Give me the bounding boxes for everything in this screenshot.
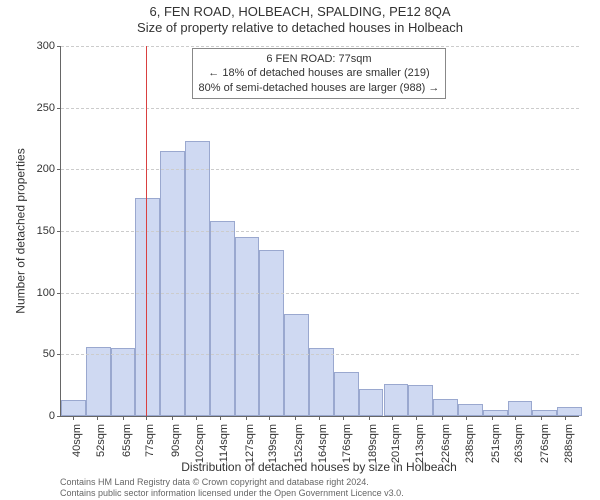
chart-titles: 6, FEN ROAD, HOLBEACH, SPALDING, PE12 8Q…	[0, 4, 600, 37]
x-tick-label: 288sqm	[563, 424, 575, 463]
annotation-line-3: 80% of semi-detached houses are larger (…	[199, 81, 440, 95]
x-tick-label: 164sqm	[317, 424, 329, 463]
x-tick-label: 251sqm	[490, 424, 502, 463]
y-tick-mark	[57, 293, 61, 294]
x-tick-label: 102sqm	[194, 424, 206, 463]
y-gridline	[61, 354, 579, 355]
histogram-bar	[111, 348, 136, 416]
x-tick-mark	[73, 416, 74, 420]
y-gridline	[61, 231, 579, 232]
annotation-line-1: 6 FEN ROAD: 77sqm	[199, 52, 440, 66]
x-tick-mark	[392, 416, 393, 420]
x-tick-label: 263sqm	[513, 424, 525, 463]
histogram-bar	[309, 348, 334, 416]
x-tick-label: 238sqm	[464, 424, 476, 463]
histogram-bar	[334, 372, 359, 416]
credits-line-2: Contains public sector information licen…	[60, 488, 404, 498]
x-tick-mark	[295, 416, 296, 420]
x-tick-label: 77sqm	[144, 424, 156, 457]
y-tick-mark	[57, 108, 61, 109]
x-tick-label: 139sqm	[267, 424, 279, 463]
x-tick-label: 276sqm	[539, 424, 551, 463]
x-tick-label: 114sqm	[218, 424, 230, 462]
histogram-bar	[408, 385, 433, 416]
y-gridline	[61, 46, 579, 47]
histogram-bar	[61, 400, 86, 416]
histogram-bar	[86, 347, 111, 416]
y-tick-mark	[57, 231, 61, 232]
x-tick-label: 127sqm	[244, 424, 256, 463]
x-tick-label: 176sqm	[341, 424, 353, 463]
chart-container: 6, FEN ROAD, HOLBEACH, SPALDING, PE12 8Q…	[0, 0, 600, 500]
x-tick-mark	[343, 416, 344, 420]
histogram-bar	[160, 151, 185, 416]
x-tick-label: 213sqm	[414, 424, 426, 463]
y-tick-mark	[57, 46, 61, 47]
histogram-bar	[384, 384, 409, 416]
x-tick-mark	[442, 416, 443, 420]
x-tick-mark	[492, 416, 493, 420]
y-gridline	[61, 108, 579, 109]
x-tick-mark	[319, 416, 320, 420]
histogram-bar	[284, 314, 309, 416]
x-tick-mark	[146, 416, 147, 420]
x-tick-mark	[123, 416, 124, 420]
x-tick-label: 65sqm	[121, 424, 133, 457]
histogram-bar	[508, 401, 533, 416]
histogram-bar	[483, 410, 508, 416]
x-tick-mark	[541, 416, 542, 420]
chart-title-description: Size of property relative to detached ho…	[0, 20, 600, 36]
y-gridline	[61, 293, 579, 294]
x-tick-label: 40sqm	[71, 424, 83, 457]
histogram-bar	[235, 237, 260, 416]
histogram-bar	[458, 404, 483, 416]
x-tick-mark	[416, 416, 417, 420]
y-gridline	[61, 169, 579, 170]
x-tick-label: 90sqm	[170, 424, 182, 457]
x-tick-mark	[269, 416, 270, 420]
x-tick-label: 152sqm	[293, 424, 305, 463]
chart-title-address: 6, FEN ROAD, HOLBEACH, SPALDING, PE12 8Q…	[0, 4, 600, 20]
y-tick-mark	[57, 169, 61, 170]
credits-line-1: Contains HM Land Registry data © Crown c…	[60, 477, 404, 487]
x-tick-mark	[565, 416, 566, 420]
y-axis-title: Number of detached properties	[14, 148, 28, 313]
subject-marker-line	[146, 46, 147, 416]
x-tick-mark	[196, 416, 197, 420]
x-axis-title: Distribution of detached houses by size …	[60, 460, 578, 474]
annotation-line-2: ← 18% of detached houses are smaller (21…	[199, 66, 440, 80]
x-tick-label: 52sqm	[95, 424, 107, 457]
x-tick-mark	[220, 416, 221, 420]
histogram-bar	[433, 399, 458, 416]
annotation-box: 6 FEN ROAD: 77sqm ← 18% of detached hous…	[192, 48, 447, 99]
histogram-bar	[259, 250, 284, 417]
histogram-bar	[532, 410, 557, 416]
histogram-bar	[359, 389, 384, 416]
y-tick-mark	[57, 416, 61, 417]
plot-area: 6 FEN ROAD: 77sqm ← 18% of detached hous…	[60, 46, 579, 417]
histogram-bar	[557, 407, 582, 416]
x-tick-mark	[515, 416, 516, 420]
y-axis-title-wrap: Number of detached properties	[14, 46, 28, 416]
x-tick-mark	[369, 416, 370, 420]
credits: Contains HM Land Registry data © Crown c…	[60, 477, 404, 498]
y-tick-mark	[57, 354, 61, 355]
x-tick-label: 201sqm	[390, 424, 402, 463]
x-tick-mark	[172, 416, 173, 420]
x-tick-mark	[246, 416, 247, 420]
x-tick-mark	[466, 416, 467, 420]
x-tick-label: 226sqm	[440, 424, 452, 463]
x-tick-mark	[97, 416, 98, 420]
x-tick-label: 189sqm	[367, 424, 379, 463]
histogram-bar	[185, 141, 210, 416]
histogram-bar	[210, 221, 235, 416]
